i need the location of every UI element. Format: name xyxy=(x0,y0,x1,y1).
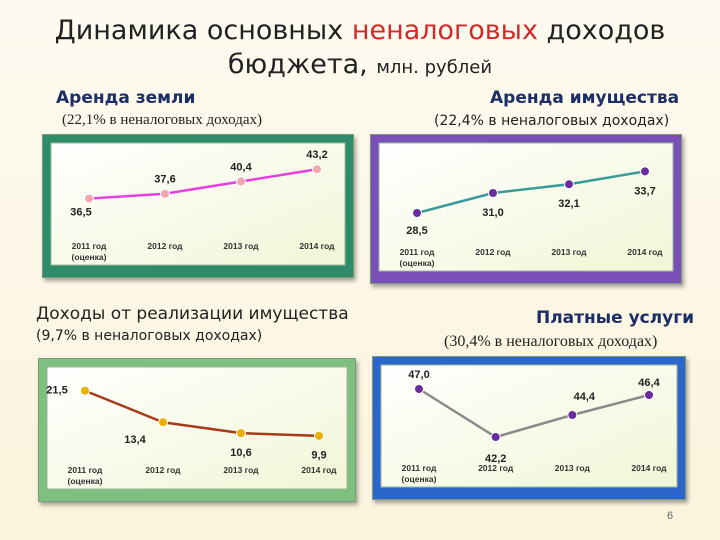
section-1-title: Аренда земли xyxy=(56,88,196,108)
category-label: 2014 год xyxy=(301,465,337,475)
title-part-1: Динамика основных xyxy=(54,15,352,46)
data-label: 10,6 xyxy=(230,447,251,459)
category-label: 2013 год xyxy=(551,247,587,257)
section-3-title: Доходы от реализации имущества xyxy=(36,304,349,324)
data-label: 40,4 xyxy=(230,161,252,173)
data-point xyxy=(312,164,322,175)
data-label: 32,1 xyxy=(558,198,579,210)
category-label: (оценка) xyxy=(402,474,437,484)
category-label: 2012 год xyxy=(147,241,183,251)
category-label: 2014 год xyxy=(631,463,667,473)
chart-svg-2: 28,5 2011 год(оценка) 31,0 2012 год 32,1 2013… xyxy=(378,142,674,272)
section-2-subtitle: (22,4% в неналоговых доходах) xyxy=(434,113,670,129)
chart-svg-1: 36,5 2011 год(оценка) 37,6 2012 год 40,4 2013… xyxy=(50,142,346,266)
plot-area xyxy=(378,142,674,272)
category-label: 2013 год xyxy=(223,465,259,475)
data-point xyxy=(314,430,324,441)
plot-area xyxy=(380,364,678,488)
data-point xyxy=(412,208,422,218)
data-point xyxy=(414,384,424,394)
category-label: 2012 год xyxy=(475,247,511,257)
category-label: 2011 год xyxy=(402,463,437,473)
data-label: 31,0 xyxy=(482,207,503,219)
page-number: 6 xyxy=(666,510,674,522)
category-label: (оценка) xyxy=(68,476,103,486)
data-point xyxy=(80,385,90,396)
title-line-1: Динамика основных неналоговых доходов xyxy=(0,14,720,48)
title-line-2-text: бюджета, xyxy=(227,49,377,80)
data-label: 46,4 xyxy=(638,377,660,389)
chart-panel-2: 28,5 2011 год (оценка) 31,0 2012 год 32,1 2013… xyxy=(370,134,682,284)
data-point xyxy=(644,390,654,400)
section-1-subtitle: (22,1% в неналоговых доходах) xyxy=(62,112,263,128)
category-label: 2012 год xyxy=(145,465,181,475)
series-line xyxy=(84,389,320,438)
category-label: (оценка) xyxy=(72,252,107,262)
data-point xyxy=(158,417,168,428)
chart-svg-3: 21,5 2011 год(оценка) 13,4 2012 год 10,6 2013… xyxy=(46,366,348,490)
data-point xyxy=(84,193,94,204)
category-label: 2012 год xyxy=(478,463,514,473)
section-3-subtitle: (9,7% в неналоговых доходах) xyxy=(36,328,263,344)
data-point xyxy=(160,188,170,199)
category-label: 2011 год xyxy=(68,465,103,475)
data-point xyxy=(564,179,574,190)
data-label: 43,2 xyxy=(306,149,327,161)
series-line xyxy=(416,170,646,215)
series-line xyxy=(88,168,318,200)
category-label: 2011 год xyxy=(72,241,107,251)
plot-area xyxy=(50,142,346,266)
data-label: 13,4 xyxy=(124,434,146,446)
data-point xyxy=(236,428,246,439)
section-4-subtitle: (30,4% в неналоговых доходах) xyxy=(444,333,658,350)
chart-panel-3: 21,5 2011 год (оценка) 13,4 2012 год 10,6 2013… xyxy=(38,358,356,502)
category-label: 2011 год xyxy=(400,247,435,257)
chart-panel-1: 36,5 2011 год (оценка) 37,6 2012 год 40,4 2013… xyxy=(42,134,354,278)
series-line xyxy=(418,387,650,439)
chart-panel-4: 47,0 2011 год (оценка) 42,2 2012 год 44,4 2013… xyxy=(372,356,686,500)
data-point xyxy=(236,176,246,187)
data-label: 28,5 xyxy=(406,225,427,237)
data-label: 9,9 xyxy=(311,450,326,462)
section-4-title: Платные услуги xyxy=(536,308,695,328)
data-label: 44,4 xyxy=(574,391,596,403)
data-point xyxy=(640,166,650,177)
page-title: Динамика основных неналоговых доходов бю… xyxy=(0,14,720,85)
data-point xyxy=(488,188,498,198)
title-unit: млн. рублей xyxy=(376,57,493,78)
section-2-title: Аренда имущества xyxy=(490,88,680,108)
category-label: (оценка) xyxy=(400,258,435,268)
category-label: 2014 год xyxy=(627,247,663,257)
data-label: 21,5 xyxy=(46,385,67,397)
data-label: 33,7 xyxy=(634,185,655,197)
data-label: 42,2 xyxy=(485,453,506,465)
title-highlight: неналоговых xyxy=(351,15,538,46)
data-label: 37,6 xyxy=(154,174,175,186)
category-label: 2013 год xyxy=(223,241,259,251)
data-point xyxy=(567,410,578,420)
category-label: 2014 год xyxy=(299,241,335,251)
category-label: 2013 год xyxy=(555,463,591,473)
data-label: 36,5 xyxy=(70,206,91,218)
data-label: 47,0 xyxy=(408,369,429,381)
data-point xyxy=(490,432,501,442)
title-part-2: доходов xyxy=(537,15,666,46)
title-line-2: бюджета, млн. рублей xyxy=(0,48,720,85)
